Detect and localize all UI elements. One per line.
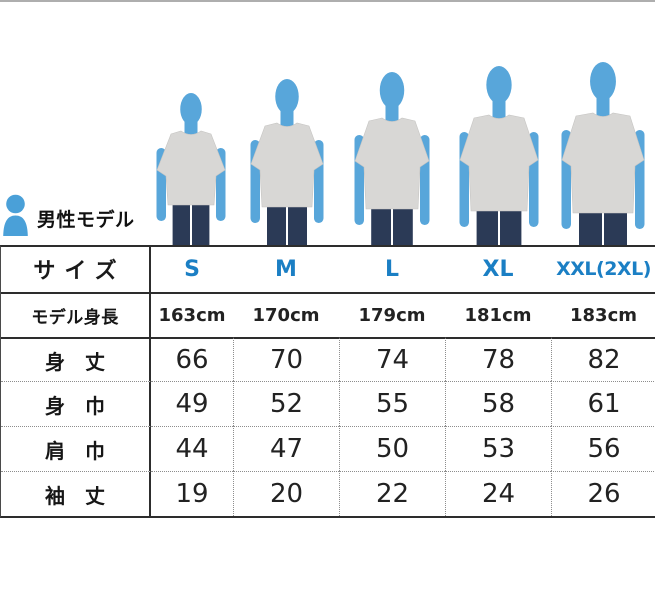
table-cell: 44: [151, 426, 233, 471]
model-photos: [0, 0, 655, 245]
size-table: サイズ S M L XL XXL(2XL) モデル身長 163cm 170cm 179…: [0, 245, 655, 518]
table-cell: 53: [445, 426, 551, 472]
table-cell: 170cm: [233, 291, 339, 337]
table-cell: 58: [445, 381, 551, 427]
row-label: モデル身長: [1, 291, 151, 337]
table-cell: 19: [151, 471, 233, 516]
model-figure-xxl: [561, 62, 645, 245]
size-col-m: M: [275, 256, 297, 282]
row-label: 身 巾: [1, 381, 151, 427]
table-cell: 47: [233, 426, 339, 472]
table-cell: 20: [233, 471, 339, 516]
model-legend: 男性モデル: [2, 194, 135, 236]
table-cell: 179cm: [339, 291, 445, 337]
row-label: 袖 丈: [1, 471, 151, 516]
table-cell: 26: [551, 471, 655, 516]
table-cell: 66: [151, 336, 233, 382]
size-col-xl: XL: [482, 256, 514, 282]
model-figure-s: [156, 93, 226, 245]
model-figure-l: [354, 72, 430, 245]
table-cell: 52: [233, 381, 339, 427]
table-cell: 78: [445, 336, 551, 382]
table-cell: 163cm: [151, 291, 233, 337]
photo-top-edge: [0, 0, 655, 2]
size-row-label: サイズ: [1, 247, 151, 292]
table-cell: 50: [339, 426, 445, 472]
table-cell: 56: [551, 426, 655, 472]
size-col-xxl: XXL(2XL): [556, 258, 651, 281]
table-cell: 183cm: [551, 291, 655, 337]
table-cell: 24: [445, 471, 551, 516]
table-cell: 22: [339, 471, 445, 516]
table-cell: 61: [551, 381, 655, 427]
table-cell: 55: [339, 381, 445, 427]
row-label: 肩 巾: [1, 426, 151, 472]
model-figure-xl: [459, 66, 539, 245]
table-cell: 74: [339, 336, 445, 382]
male-model-icon: [3, 194, 28, 236]
model-figure-m: [250, 79, 324, 245]
size-col-l: L: [384, 256, 400, 282]
size-col-s: S: [184, 256, 200, 282]
table-cell: 82: [551, 336, 655, 382]
table-cell: 49: [151, 381, 233, 426]
model-legend-label: 男性モデル: [37, 209, 135, 231]
table-cell: 70: [233, 336, 339, 382]
row-label: 身 丈: [1, 336, 151, 382]
table-cell: 181cm: [445, 291, 551, 337]
